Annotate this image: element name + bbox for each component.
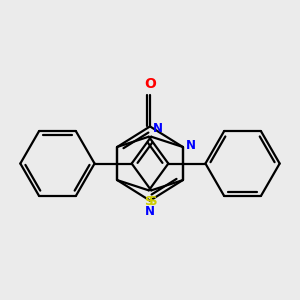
Text: N: N: [153, 122, 164, 134]
Text: O: O: [144, 77, 156, 92]
Text: N: N: [186, 139, 196, 152]
Text: S: S: [145, 195, 153, 208]
Text: S: S: [148, 195, 156, 208]
Text: N: N: [145, 205, 155, 218]
